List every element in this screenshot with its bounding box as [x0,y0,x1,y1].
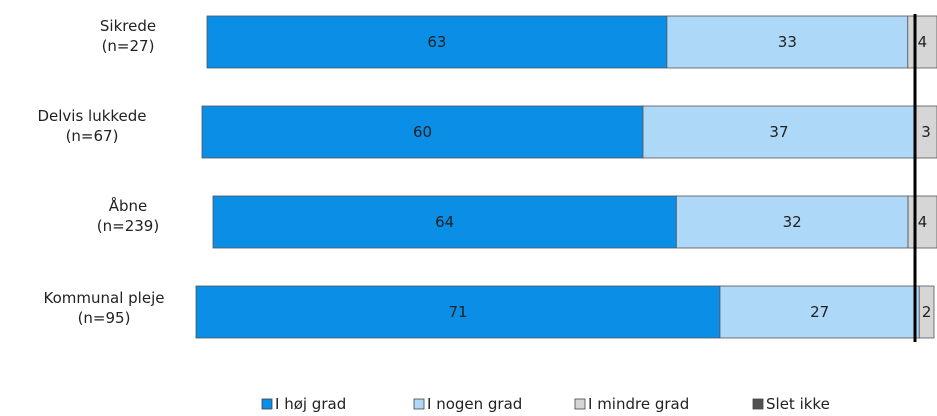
data-label: 27 [810,303,829,321]
category-n-label: (n=239) [97,217,159,235]
data-label: 33 [778,33,797,51]
data-label: 64 [435,213,454,231]
bar-segment [907,15,937,69]
data-label: 4 [918,33,928,51]
data-label: 4 [918,213,928,231]
category-label: Åbne [109,196,148,215]
legend-swatch [413,398,425,410]
bar-segment [719,285,920,339]
bar-segment [675,195,909,249]
bar-segment [666,15,909,69]
category-n-label: (n=67) [66,127,119,145]
legend-item: Slet ikke [752,395,830,413]
bars-layer [195,14,937,342]
data-label: 60 [413,123,432,141]
legend-label: I mindre grad [588,395,689,413]
data-label: 71 [448,303,467,321]
data-label: 63 [427,33,446,51]
legend-swatch [574,398,586,410]
bar-segment [206,15,668,69]
legend-label: I høj grad [275,395,346,413]
legend-item: I nogen grad [413,395,522,413]
legend-label: Slet ikke [766,395,830,413]
category-label: Delvis lukkede [37,107,146,125]
legend: I høj grad I nogen grad I mindre grad Slet … [261,395,830,413]
category-label: Kommunal pleje [44,289,165,307]
bar-segment [212,195,677,249]
legend-label: I nogen grad [427,395,522,413]
data-label: 3 [921,123,931,141]
bar-segment [918,285,935,339]
bar-segment [195,285,721,339]
category-n-label: (n=27) [102,37,155,55]
legend-swatch [261,398,273,410]
category-n-label: (n=95) [78,309,131,327]
data-label: 2 [922,303,932,321]
legend-swatch [752,398,764,410]
bar-segment [201,105,644,159]
legend-item: I høj grad [261,395,346,413]
data-label: 37 [769,123,788,141]
category-label: Sikrede [100,17,156,35]
legend-item: I mindre grad [574,395,689,413]
bar-segment [642,105,916,159]
data-label: 32 [783,213,802,231]
labels-layer: 63 33 4 Sikrede (n=27) 60 37 3 Delvis lukkede (n=… [37,17,931,327]
